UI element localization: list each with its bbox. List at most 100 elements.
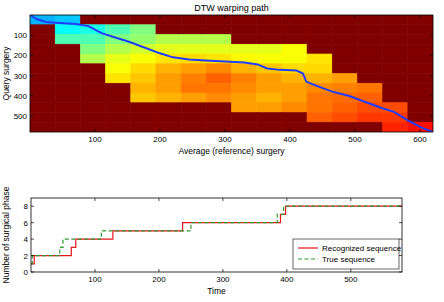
legend-label: True sequence xyxy=(322,255,376,264)
plot-content xyxy=(31,206,402,264)
heat-cell xyxy=(332,54,357,64)
heat-cell xyxy=(156,103,181,113)
heat-cell xyxy=(257,35,282,45)
heat-cell xyxy=(206,44,231,54)
y-tick xyxy=(30,75,33,76)
y-tick xyxy=(430,115,433,116)
heat-cell xyxy=(80,44,105,54)
heat-cell xyxy=(408,93,433,103)
heat-cell xyxy=(30,103,55,113)
x-tick-label: 100 xyxy=(88,275,102,284)
heat-cell xyxy=(383,44,408,54)
heat-cell xyxy=(131,74,156,84)
heat-cell xyxy=(307,25,332,35)
x-tick-label: 300 xyxy=(218,135,232,144)
heat-cell xyxy=(232,113,257,123)
heat-cell xyxy=(383,15,408,25)
heat-cell xyxy=(282,25,307,35)
heat-cell xyxy=(30,74,55,84)
heat-cell xyxy=(80,35,105,45)
heat-cell xyxy=(181,15,206,25)
heat-cell xyxy=(257,54,282,64)
heat-cell xyxy=(257,25,282,35)
heat-cell xyxy=(131,103,156,113)
heat-cell xyxy=(206,83,231,93)
heat-cell xyxy=(332,64,357,74)
chart: 100200300400500600100200300400500DTW war… xyxy=(1,3,433,156)
x-tick xyxy=(286,198,287,201)
heat-cell xyxy=(206,64,231,74)
heat-cell xyxy=(282,103,307,113)
heat-cell xyxy=(282,15,307,25)
heat-cell xyxy=(106,74,131,84)
heat-cell xyxy=(80,93,105,103)
heat-cell xyxy=(282,93,307,103)
heat-cell xyxy=(307,64,332,74)
y-tick xyxy=(30,115,33,116)
series-line xyxy=(31,206,402,264)
heat-cell xyxy=(181,64,206,74)
heat-cell xyxy=(332,44,357,54)
heat-cell xyxy=(80,74,105,84)
heat-cell xyxy=(282,83,307,93)
y-axis-label: Number of surgical phase xyxy=(1,186,11,283)
y-tick xyxy=(30,55,33,56)
x-tick-label: 400 xyxy=(283,135,297,144)
heat-cell xyxy=(408,35,433,45)
x-tick-label: 500 xyxy=(348,135,362,144)
heat-cell xyxy=(383,74,408,84)
heat-cell xyxy=(131,64,156,74)
y-tick-label: 8 xyxy=(24,202,29,211)
y-tick-label: 0 xyxy=(24,268,29,277)
y-tick-label: 6 xyxy=(24,219,29,228)
x-tick xyxy=(350,198,351,201)
heat-cell xyxy=(257,113,282,123)
heat-cell xyxy=(206,25,231,35)
y-tick xyxy=(399,222,402,223)
heat-cell xyxy=(80,113,105,123)
heat-cell xyxy=(232,44,257,54)
heat-cell xyxy=(206,15,231,25)
axes-frame xyxy=(30,15,433,132)
heat-cell xyxy=(131,44,156,54)
heat-cell xyxy=(106,122,131,132)
x-tick xyxy=(160,129,161,132)
heat-cell xyxy=(357,54,382,64)
y-tick xyxy=(30,95,33,96)
plot-area xyxy=(30,15,433,132)
heat-cell xyxy=(156,122,181,132)
heat-cell xyxy=(282,113,307,123)
heat-cell xyxy=(181,113,206,123)
x-tick-label: 400 xyxy=(280,275,294,284)
heat-cell xyxy=(206,74,231,84)
y-tick-label: 100 xyxy=(14,31,28,40)
heat-cell xyxy=(181,74,206,84)
heat-cell xyxy=(307,35,332,45)
x-tick xyxy=(158,269,159,272)
heat-cell xyxy=(383,35,408,45)
heat-cell xyxy=(55,54,80,64)
heat-cell xyxy=(80,103,105,113)
heat-cell xyxy=(55,44,80,54)
heat-cell xyxy=(181,93,206,103)
x-tick-label: 300 xyxy=(216,275,230,284)
heat-cell xyxy=(80,15,105,25)
heat-cell xyxy=(30,44,55,54)
heat-cell xyxy=(106,83,131,93)
heat-cell xyxy=(80,54,105,64)
x-tick xyxy=(94,198,95,201)
heat-cell xyxy=(232,35,257,45)
heat-cell xyxy=(383,122,408,132)
heat-cell xyxy=(181,35,206,45)
y-tick xyxy=(399,272,402,273)
x-tick xyxy=(94,269,95,272)
heat-cell xyxy=(30,122,55,132)
x-axis-label: Time xyxy=(207,286,226,296)
x-tick-label: 200 xyxy=(152,275,166,284)
heat-cell xyxy=(383,103,408,113)
heat-cell xyxy=(206,113,231,123)
heat-cell xyxy=(181,25,206,35)
heat-cell xyxy=(131,25,156,35)
x-tick xyxy=(420,129,421,132)
heat-cell xyxy=(206,103,231,113)
